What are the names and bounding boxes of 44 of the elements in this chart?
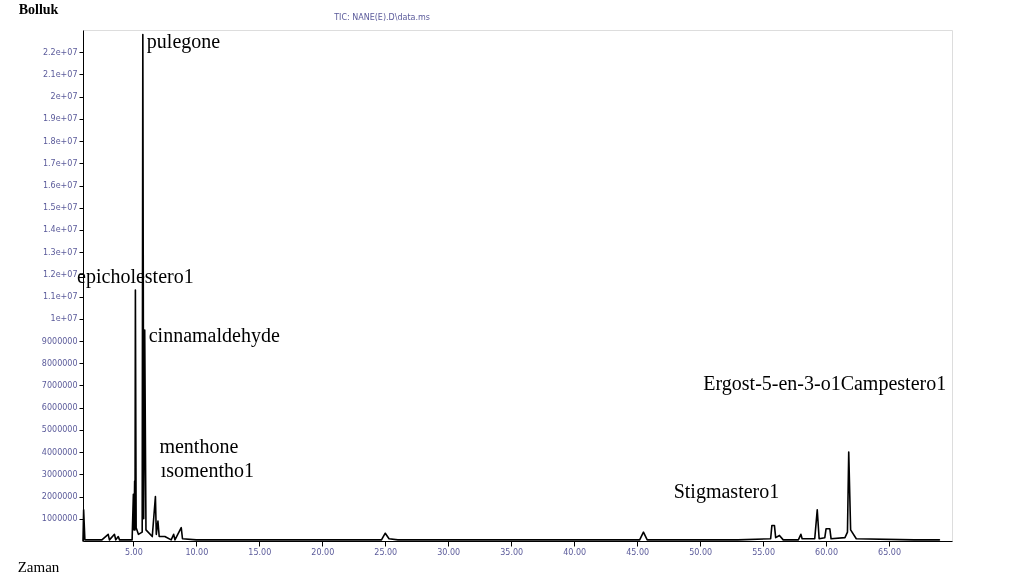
x-tick-label: 50.00 <box>689 547 713 557</box>
x-tick-label: 20.00 <box>311 547 335 557</box>
annotation: ısomentho1 <box>160 459 254 482</box>
y-tick-label: 1.9e+07 <box>42 114 78 124</box>
y-tick-label: 1e+07 <box>50 314 78 324</box>
annotation: menthone <box>159 434 239 457</box>
x-tick-label: 45.00 <box>626 547 650 557</box>
x-tick-label: 5.00 <box>124 547 143 557</box>
x-tick-label: 65.00 <box>878 547 901 557</box>
y-tick-label: 5000000 <box>41 425 78 435</box>
y-tick-label: 3000000 <box>41 469 78 479</box>
x-axis-title: Zaman <box>17 558 60 574</box>
y-tick-label: 1.6e+07 <box>42 181 78 191</box>
y-tick-label: 9000000 <box>41 336 78 346</box>
x-tick-label: 55.00 <box>752 547 776 557</box>
y-tick-label: 1.7e+07 <box>42 158 78 168</box>
annotation: Ergost-5-en-3-o1Campestero1 <box>703 372 947 396</box>
y-tick-label: 1.5e+07 <box>42 203 78 213</box>
y-tick-label: 1.4e+07 <box>42 225 78 235</box>
x-tick-label: 60.00 <box>815 547 839 557</box>
annotation: Stigmastero1 <box>673 479 780 503</box>
x-tick-label: 15.00 <box>248 547 272 557</box>
y-tick-label: 2.1e+07 <box>42 69 78 79</box>
annotation: pulegone <box>146 30 221 54</box>
x-tick-label: 25.00 <box>374 547 398 557</box>
y-tick-label: 2.2e+07 <box>42 47 78 57</box>
y-tick-label: 1.8e+07 <box>42 136 78 146</box>
y-tick-label: 1.3e+07 <box>42 247 78 257</box>
y-tick-label: 1.1e+07 <box>42 292 78 302</box>
y-tick-label: 1000000 <box>41 514 78 524</box>
y-tick-label: 6000000 <box>41 403 78 413</box>
annotation: cinnamaldehyde <box>148 323 280 347</box>
x-tick-label: 30.00 <box>437 547 461 557</box>
y-axis-title: Bolluk <box>18 1 59 17</box>
x-tick-label: 40.00 <box>563 547 587 557</box>
y-tick-label: 4000000 <box>41 447 78 457</box>
x-tick-label: 35.00 <box>500 547 524 557</box>
chart-title: TIC: NANE(E).D\data.ms <box>333 13 430 22</box>
y-tick-label: 2000000 <box>41 492 78 502</box>
y-tick-label: 2e+07 <box>50 92 78 102</box>
y-tick-label: 1.2e+07 <box>42 269 78 279</box>
x-tick-label: 10.00 <box>185 547 209 557</box>
y-tick-label: 8000000 <box>41 358 78 368</box>
y-tick-label: 7000000 <box>41 380 78 390</box>
